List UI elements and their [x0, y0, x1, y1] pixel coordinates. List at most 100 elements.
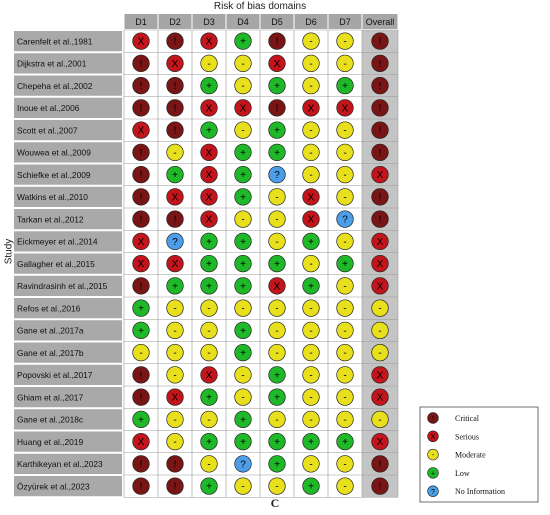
- rating-glyph: !: [140, 192, 143, 203]
- study-row: Scott et al.,2007 X! + - + - -!: [14, 120, 389, 141]
- rating-low-icon: +: [268, 76, 286, 95]
- study-label-bg: [14, 298, 122, 319]
- rating-glyph: X: [206, 148, 213, 159]
- rating-glyph: -: [275, 192, 278, 203]
- rating-glyph: -: [173, 370, 176, 381]
- study-label: Refos et al.,2016: [17, 303, 81, 313]
- rating-moderate-icon: -: [234, 299, 252, 317]
- study-label: Watkins et al.,2010: [17, 192, 88, 202]
- rating-glyph: -: [207, 459, 210, 470]
- rating-glyph: -: [343, 326, 346, 337]
- rating-glyph: !: [174, 482, 177, 493]
- domain-header-bg: [192, 14, 226, 29]
- domain-header-label: Overall: [366, 17, 395, 27]
- study-row: Watkins et al.,2010! X X + - X -!: [14, 186, 389, 207]
- rating-low-icon: +: [234, 188, 252, 206]
- rating-glyph: -: [275, 348, 278, 359]
- rating-moderate-icon: -: [200, 54, 218, 73]
- rating-low-icon: +: [234, 32, 252, 50]
- rating-glyph: -: [343, 126, 346, 137]
- rating-moderate-icon: -: [200, 410, 218, 429]
- rating-low-icon: +: [234, 254, 252, 273]
- rating-low-icon: +: [200, 121, 218, 139]
- study-label: Ghiam et al.,2017: [17, 392, 83, 402]
- rating-critical-icon: !: [371, 188, 389, 206]
- rating-glyph: X: [377, 259, 384, 270]
- rating-low-icon: +: [200, 254, 218, 273]
- rating-glyph: X: [206, 103, 213, 114]
- rating-glyph: -: [207, 415, 210, 426]
- rating-critical-icon: !: [371, 455, 389, 473]
- rating-glyph: -: [378, 348, 381, 359]
- rating-glyph: +: [240, 37, 246, 48]
- rating-glyph: X: [206, 192, 213, 203]
- rating-low-icon: +: [200, 432, 218, 451]
- rating-glyph: -: [309, 170, 312, 181]
- rating-glyph: +: [172, 170, 178, 181]
- rating-glyph: -: [241, 215, 244, 226]
- rating-glyph: -: [173, 415, 176, 426]
- rating-glyph: !: [379, 126, 382, 137]
- rating-glyph: !: [140, 170, 143, 181]
- rating-low-icon: +: [268, 121, 286, 139]
- rating-glyph: -: [309, 348, 312, 359]
- rating-moderate-icon: -: [200, 299, 218, 317]
- study-row: Refos et al.,2016 + - - - - - - -: [14, 298, 389, 319]
- legend-moderate-icon: -: [427, 448, 439, 461]
- study-label: Ravindrasinh et al.,2015: [17, 281, 108, 291]
- rating-critical-icon: !: [268, 32, 286, 50]
- rating-glyph: !: [276, 103, 279, 114]
- rating-moderate-icon: -: [234, 121, 252, 139]
- rating-glyph: -: [241, 126, 244, 137]
- study-label: Gallagher et al.,2015: [17, 259, 95, 269]
- rating-low-icon: +: [268, 388, 286, 406]
- domain-header-bg: [260, 14, 294, 29]
- rating-glyph: !: [140, 59, 143, 70]
- rating-glyph: +: [240, 192, 246, 203]
- rating-critical-icon: !: [166, 32, 184, 50]
- study-label: Dijkstra et al.,2001: [17, 59, 87, 69]
- rating-glyph: !: [140, 370, 143, 381]
- figure-caption: C: [270, 496, 280, 510]
- study-row: Wouwea et al.,2009! - X + + - -!: [14, 142, 389, 163]
- rating-glyph: X: [377, 281, 384, 292]
- rating-glyph: +: [206, 81, 212, 92]
- study-row: Özyürek et al.,2023!! + - - + -!: [14, 476, 389, 497]
- rating-glyph: !: [140, 482, 143, 493]
- rating-glyph: +: [308, 482, 314, 493]
- rating-glyph: -: [378, 415, 381, 426]
- rating-glyph: -: [309, 415, 312, 426]
- rating-low-icon: +: [302, 432, 320, 451]
- rating-low-icon: +: [234, 343, 252, 362]
- rating-glyph: X: [138, 259, 145, 270]
- rating-glyph: +: [274, 459, 280, 470]
- rating-glyph: +: [240, 415, 246, 426]
- rating-glyph: X: [206, 170, 213, 181]
- domain-header-bg: [294, 14, 328, 29]
- rating-glyph: -: [309, 126, 312, 137]
- rating-serious-icon: X: [200, 210, 218, 228]
- study-row: Popovski et al.,2017! - X - + - - X: [14, 364, 389, 385]
- rating-glyph: X: [138, 437, 145, 448]
- rating-critical-icon: !: [132, 388, 150, 406]
- legend: ! Critical X Serious - Moderate + Low? No Inform…: [419, 406, 539, 503]
- rating-low-icon: +: [166, 277, 184, 295]
- rating-glyph: !: [379, 59, 382, 70]
- rating-moderate-icon: -: [166, 366, 184, 384]
- domain-header-bg: [362, 14, 398, 29]
- rating-serious-icon: X: [132, 232, 150, 251]
- rating-noinfo-icon: ?: [268, 165, 286, 184]
- study-row: Dijkstra et al.,2001! X - - X - -!: [14, 53, 389, 74]
- rating-moderate-icon: -: [336, 277, 354, 295]
- rating-moderate-icon: -: [166, 343, 184, 362]
- rating-critical-icon: !: [132, 210, 150, 228]
- domain-header-bg: [158, 14, 192, 29]
- rating-low-icon: +: [132, 321, 150, 340]
- rating-glyph: X: [308, 192, 315, 203]
- rating-glyph: !: [140, 148, 143, 159]
- rating-glyph: +: [240, 148, 246, 159]
- rating-serious-icon: X: [166, 254, 184, 273]
- rating-moderate-icon: -: [268, 477, 286, 495]
- rating-critical-icon: !: [371, 54, 389, 73]
- rating-serious-icon: X: [302, 210, 320, 228]
